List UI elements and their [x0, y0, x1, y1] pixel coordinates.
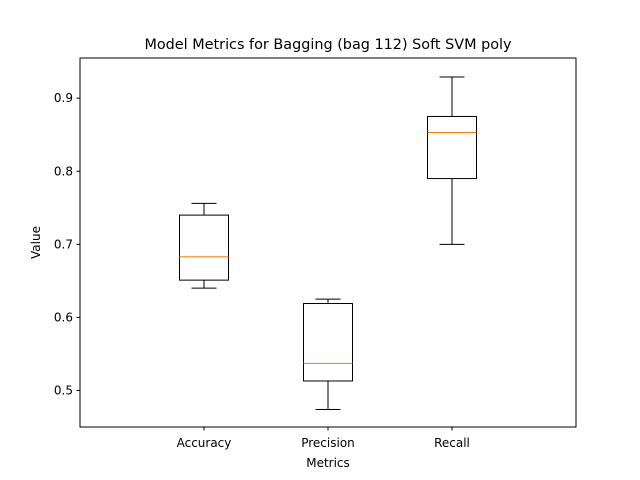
- box-body: [179, 214, 229, 281]
- x-tick-label: Recall: [434, 436, 470, 450]
- box-body: [303, 303, 353, 382]
- axes-frame: [79, 57, 577, 428]
- x-axis-label: Metrics: [306, 456, 350, 470]
- y-tick-label: 0.7: [54, 237, 73, 251]
- box-precision: [303, 298, 353, 410]
- box-accuracy: [179, 202, 229, 289]
- y-tick-label: 0.8: [54, 164, 73, 178]
- box-recall: [427, 76, 477, 245]
- y-axis-label: Value: [29, 226, 43, 259]
- chart-title: Model Metrics for Bagging (bag 112) Soft…: [144, 37, 512, 53]
- y-tick-label: 0.9: [54, 91, 73, 105]
- x-axis: Accuracy Precision Recall: [177, 427, 470, 450]
- box-body: [427, 115, 477, 180]
- plot-area: [179, 76, 477, 410]
- x-tick-label: Accuracy: [177, 436, 232, 450]
- y-tick-label: 0.6: [54, 310, 73, 324]
- x-tick-label: Precision: [301, 436, 355, 450]
- y-axis: 0.5 0.6 0.7 0.8 0.9: [54, 91, 80, 397]
- y-tick-label: 0.5: [54, 383, 73, 397]
